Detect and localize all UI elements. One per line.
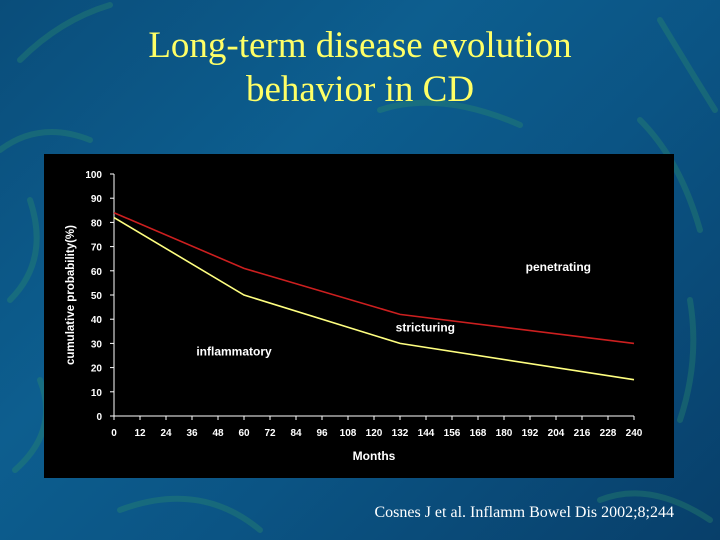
- slide-title: Long-term disease evolution behavior in …: [0, 24, 720, 112]
- x-tick-label: 96: [316, 428, 328, 439]
- series-line-penetrating: [113, 211, 635, 345]
- series-line-stricturing: [113, 216, 635, 381]
- title-line-2: behavior in CD: [245, 69, 475, 110]
- y-tick-label: 90: [91, 194, 103, 205]
- y-tick-label: 70: [91, 243, 103, 254]
- x-tick-label: 144: [418, 428, 435, 439]
- chart-labels: Months cumulative probability(%) penetrati…: [65, 225, 591, 463]
- y-tick-label: 30: [91, 339, 103, 350]
- title-line-1: Long-term disease evolution: [148, 25, 572, 66]
- chart-ticks: 0 10 20 30 40 50 60 70 80 90 100 0 12 24 36 48 60 72 84 96 1…: [85, 170, 642, 439]
- x-tick-label: 168: [470, 428, 487, 439]
- y-tick-label: 0: [96, 412, 102, 423]
- chart-axes: [113, 174, 634, 417]
- chart-panel: 0 10 20 30 40 50 60 70 80 90 100 0 12 24 36 48 60 72 84 96 1…: [44, 154, 674, 478]
- y-tick-label: 60: [91, 267, 103, 278]
- y-tick-label: 80: [91, 218, 103, 229]
- x-tick-label: 36: [186, 428, 198, 439]
- x-tick-label: 60: [238, 428, 250, 439]
- y-tick-label: 20: [91, 364, 103, 375]
- x-tick-label: 0: [111, 428, 117, 439]
- x-tick-label: 12: [134, 428, 146, 439]
- annotation-penetrating: penetrating: [526, 260, 591, 274]
- y-tick-label: 50: [91, 291, 103, 302]
- x-tick-label: 108: [340, 428, 357, 439]
- y-axis-label: cumulative probability(%): [65, 225, 77, 365]
- x-tick-label: 120: [366, 428, 383, 439]
- annotation-stricturing: stricturing: [396, 320, 455, 334]
- y-tick-label: 10: [91, 388, 103, 399]
- x-tick-label: 192: [522, 428, 539, 439]
- y-tick-label: 40: [91, 315, 103, 326]
- citation: Cosnes J et al. Inflamm Bowel Dis 2002;8…: [374, 504, 674, 521]
- x-tick-label: 84: [290, 428, 302, 439]
- x-tick-label: 204: [548, 428, 565, 439]
- y-tick-label: 100: [85, 170, 102, 181]
- x-tick-label: 24: [160, 428, 172, 439]
- x-tick-label: 216: [574, 428, 591, 439]
- annotation-inflammatory: inflammatory: [196, 345, 272, 359]
- x-tick-label: 156: [444, 428, 461, 439]
- x-tick-label: 228: [600, 428, 617, 439]
- x-axis-label: Months: [353, 449, 396, 463]
- chart-series: [113, 211, 635, 381]
- x-tick-label: 48: [212, 428, 224, 439]
- x-tick-label: 132: [392, 428, 409, 439]
- x-tick-label: 180: [496, 428, 513, 439]
- x-tick-label: 240: [626, 428, 643, 439]
- line-chart: 0 10 20 30 40 50 60 70 80 90 100 0 12 24 36 48 60 72 84 96 1…: [65, 170, 643, 463]
- x-tick-label: 72: [264, 428, 276, 439]
